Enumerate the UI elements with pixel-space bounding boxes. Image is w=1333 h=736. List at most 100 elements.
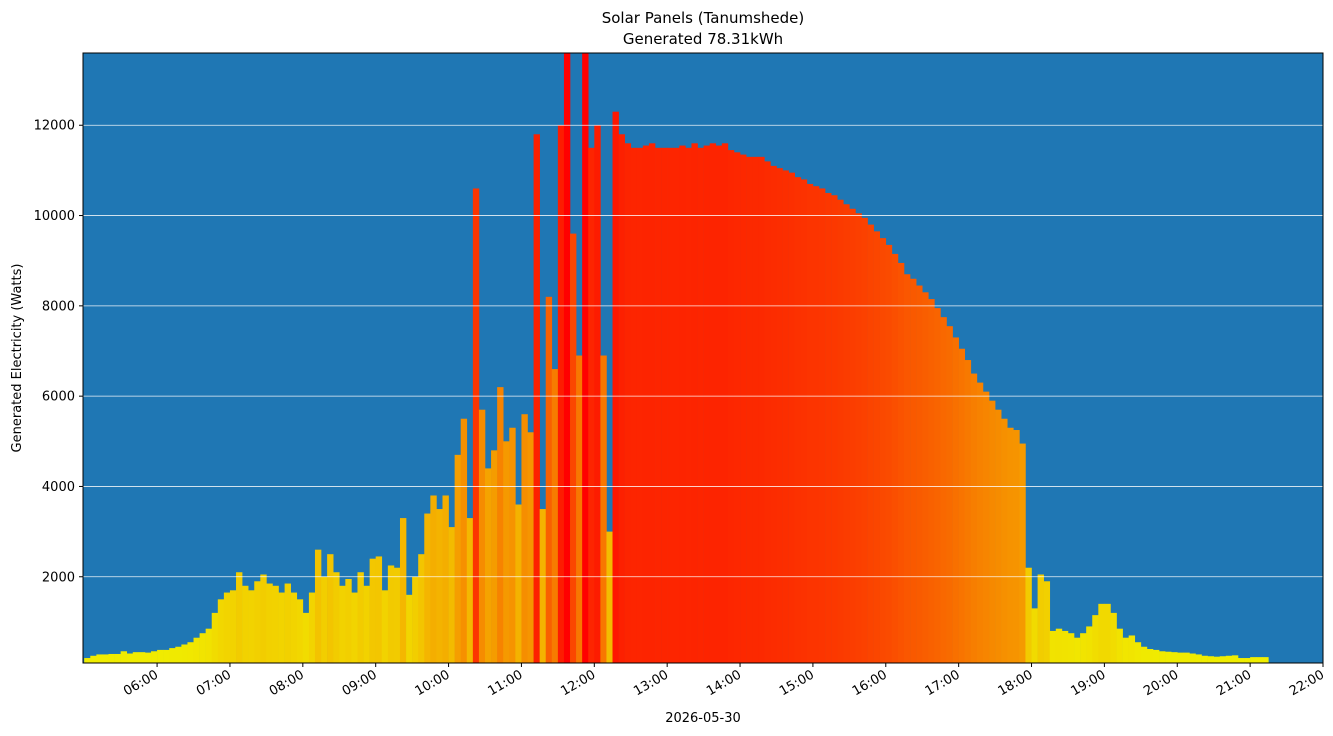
plot-frame bbox=[82, 52, 1324, 664]
bar bbox=[1086, 626, 1093, 663]
bar bbox=[339, 585, 346, 663]
bar bbox=[831, 195, 838, 663]
bar bbox=[406, 594, 413, 663]
bar bbox=[1225, 655, 1233, 663]
bar bbox=[1001, 418, 1008, 663]
bar bbox=[685, 147, 692, 663]
bar bbox=[752, 156, 759, 663]
bar bbox=[375, 556, 383, 663]
y-tick-label: 4000 bbox=[42, 480, 75, 495]
bar bbox=[563, 53, 571, 663]
bar bbox=[333, 572, 340, 663]
x-tick-label: 08:00 bbox=[267, 667, 307, 699]
bar bbox=[946, 326, 953, 663]
bar bbox=[776, 168, 783, 663]
bar bbox=[727, 150, 735, 663]
bar bbox=[867, 224, 874, 663]
bar bbox=[369, 558, 376, 663]
bar bbox=[521, 414, 528, 663]
bar bbox=[399, 518, 407, 663]
bar bbox=[1080, 633, 1087, 663]
y-axis-label: Generated Electricity (Watts) bbox=[10, 264, 25, 453]
bar bbox=[612, 111, 619, 663]
bar bbox=[1104, 603, 1111, 663]
bar bbox=[114, 653, 121, 663]
bar bbox=[588, 147, 595, 663]
bar bbox=[697, 147, 704, 663]
bar bbox=[84, 658, 91, 663]
bar bbox=[266, 583, 273, 663]
bar bbox=[460, 418, 468, 663]
bar bbox=[539, 509, 547, 663]
bar bbox=[163, 649, 170, 663]
bar bbox=[90, 655, 97, 663]
grid bbox=[83, 124, 1323, 578]
bar bbox=[236, 572, 243, 663]
bar bbox=[782, 170, 789, 663]
x-tick-label: 11:00 bbox=[485, 667, 525, 699]
bar bbox=[430, 495, 437, 663]
bar bbox=[1140, 646, 1148, 663]
bar bbox=[576, 355, 583, 663]
bar bbox=[545, 296, 553, 663]
bar bbox=[903, 274, 911, 663]
bar bbox=[825, 192, 832, 663]
bar bbox=[1244, 658, 1251, 663]
bar bbox=[1055, 628, 1063, 663]
bar bbox=[709, 143, 717, 663]
bar bbox=[1183, 652, 1190, 663]
bar bbox=[345, 579, 352, 663]
bar bbox=[818, 188, 826, 663]
bar bbox=[1250, 657, 1257, 663]
x-tick-label: 09:00 bbox=[340, 667, 380, 699]
bar bbox=[989, 400, 996, 663]
y-tick-label: 12000 bbox=[34, 119, 75, 134]
bar bbox=[934, 308, 941, 663]
bar bbox=[211, 612, 219, 663]
bar bbox=[1262, 657, 1269, 663]
bar bbox=[412, 576, 419, 663]
bar bbox=[916, 285, 923, 663]
bar bbox=[272, 585, 279, 663]
bar bbox=[624, 143, 632, 663]
bar bbox=[891, 253, 899, 663]
x-tick-label: 19:00 bbox=[1068, 667, 1108, 699]
x-tick-label: 21:00 bbox=[1214, 667, 1254, 699]
bar bbox=[630, 147, 638, 663]
bar bbox=[721, 143, 729, 663]
bar bbox=[1074, 637, 1081, 663]
bar bbox=[582, 53, 589, 663]
x-tick-label: 20:00 bbox=[1141, 667, 1181, 699]
bar bbox=[800, 179, 808, 663]
bar bbox=[958, 348, 966, 663]
bar bbox=[1061, 630, 1069, 663]
bar bbox=[1152, 649, 1160, 663]
bar bbox=[661, 147, 668, 663]
bar bbox=[740, 154, 747, 663]
bar bbox=[260, 574, 267, 663]
bar bbox=[314, 549, 322, 663]
bar bbox=[181, 644, 188, 663]
bar bbox=[108, 653, 115, 663]
x-axis-label: 2026-05-30 bbox=[665, 711, 741, 726]
bar bbox=[1207, 656, 1214, 663]
bar bbox=[187, 642, 194, 663]
bar bbox=[764, 161, 771, 663]
bar bbox=[843, 204, 850, 663]
bar bbox=[1025, 567, 1032, 663]
bar bbox=[278, 592, 285, 663]
bar bbox=[1043, 581, 1051, 663]
bar bbox=[491, 450, 498, 663]
bar bbox=[849, 208, 856, 663]
bar bbox=[928, 299, 935, 663]
bar bbox=[1195, 654, 1202, 663]
bar bbox=[387, 565, 395, 663]
bar bbox=[442, 495, 449, 663]
bar bbox=[290, 592, 298, 663]
bar bbox=[1013, 430, 1020, 663]
bar bbox=[381, 590, 389, 663]
bar bbox=[667, 147, 674, 663]
bar bbox=[1037, 574, 1044, 663]
bar bbox=[351, 592, 358, 663]
